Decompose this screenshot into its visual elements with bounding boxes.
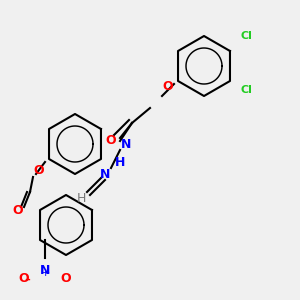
Text: O: O [19,272,29,286]
Text: O: O [34,164,44,178]
Text: N: N [100,167,110,181]
Text: +: + [40,268,50,278]
Text: N: N [121,137,131,151]
Text: O: O [61,272,71,286]
Text: O: O [163,80,173,94]
Text: O: O [13,203,23,217]
Text: Cl: Cl [240,31,252,41]
Text: H: H [115,155,125,169]
Text: O: O [106,134,116,148]
Text: -: - [24,270,30,288]
Text: N: N [40,263,50,277]
Text: H: H [76,191,86,205]
Text: Cl: Cl [240,85,252,95]
